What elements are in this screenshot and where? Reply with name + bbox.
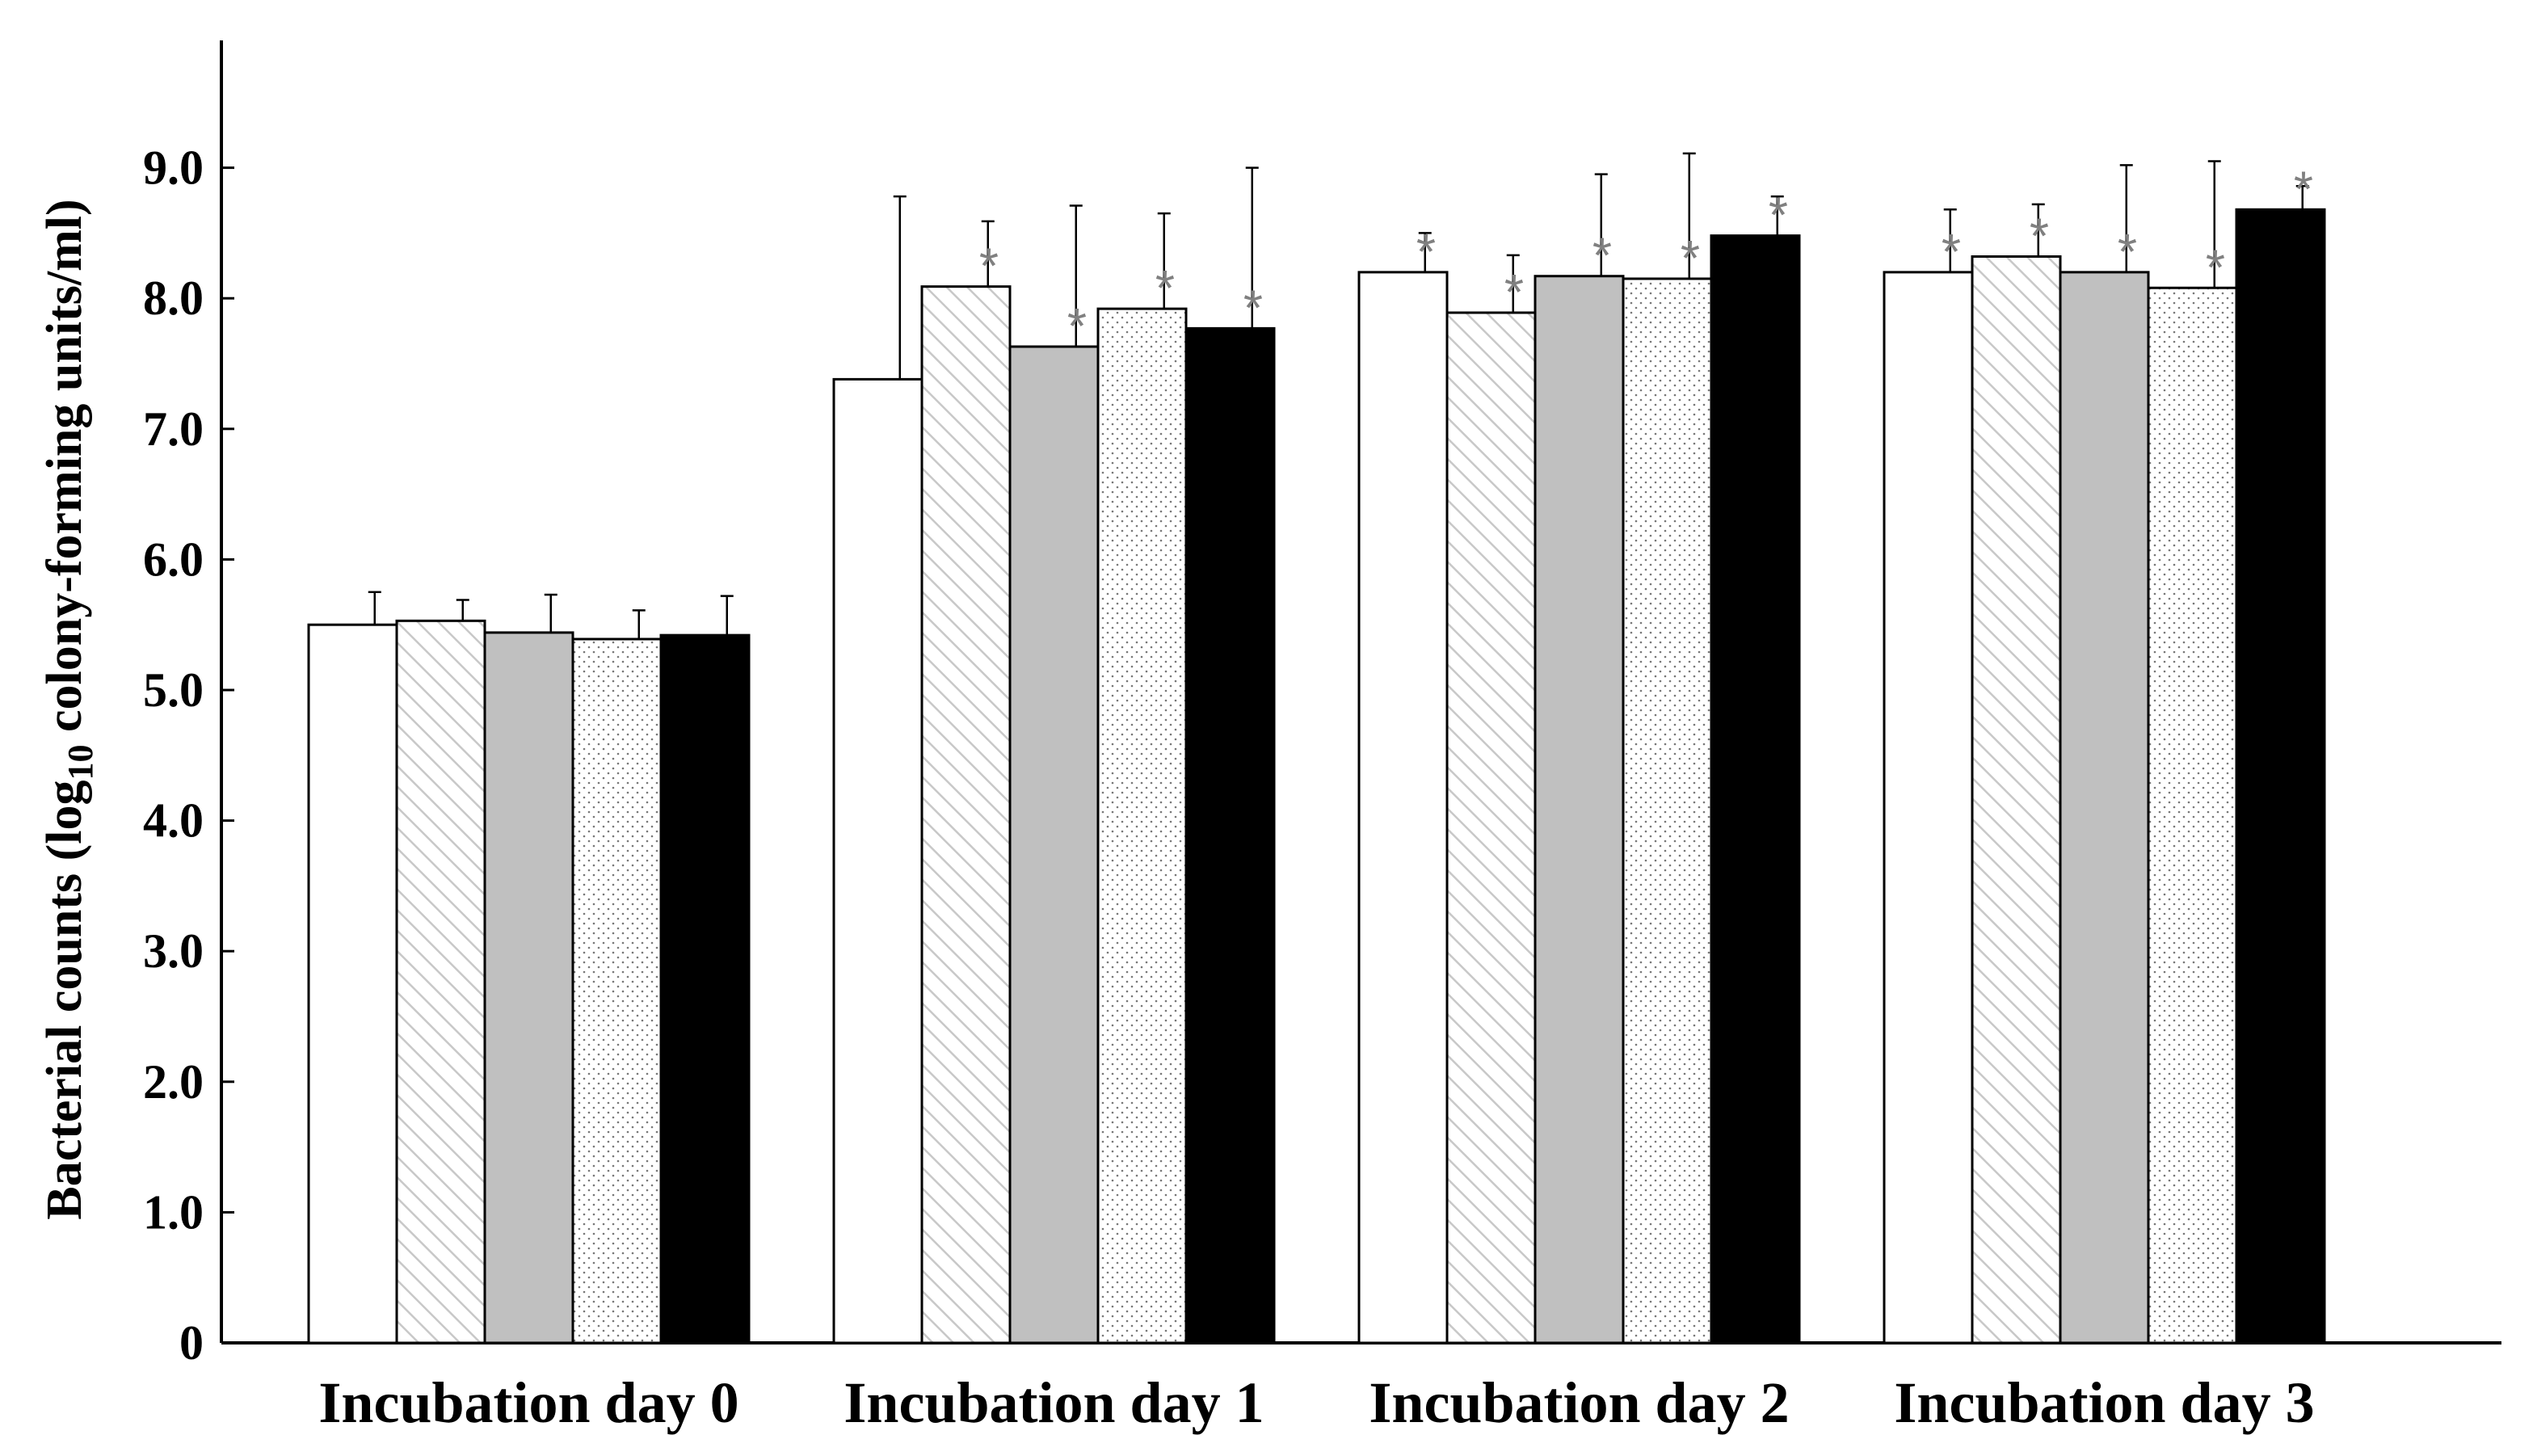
- bar-s1-g1: [832, 377, 924, 1344]
- bar-s5-g3: [2235, 208, 2326, 1344]
- y-tick-label-0: 0: [179, 1316, 204, 1370]
- bar-s1-g2: [1357, 271, 1449, 1344]
- y-tick-label-6: 6.0: [143, 532, 204, 586]
- x-category-label-2: Incubation day 2: [1369, 1370, 1789, 1435]
- x-category-label-0: Incubation day 0: [318, 1370, 738, 1435]
- y-axis-title-subscript: 10: [61, 744, 100, 780]
- significance-marker-s5-g3: *: [2294, 162, 2313, 217]
- significance-marker-s3-g3: *: [2118, 225, 2137, 280]
- bar-s3-g1: [1008, 345, 1100, 1344]
- significance-marker-s5-g2: *: [1769, 188, 1788, 244]
- y-tick-label-4: 4.0: [143, 794, 204, 848]
- bar-s2-g3: [1971, 255, 2062, 1344]
- bar-s4-g3: [2147, 286, 2238, 1344]
- x-category-label-3: Incubation day 3: [1894, 1370, 2314, 1435]
- y-tick-label-8: 8.0: [143, 271, 204, 325]
- y-axis-title: Bacterial counts (log10 colony-forming u…: [37, 199, 100, 1219]
- bar-s3-g3: [2059, 271, 2150, 1344]
- significance-marker-s3-g2: *: [1592, 229, 1612, 284]
- significance-marker-s2-g2: *: [1504, 265, 1524, 321]
- y-axis-title-main: Bacterial counts (log: [37, 780, 92, 1219]
- bar-s2-g2: [1445, 311, 1537, 1344]
- bar-s3-g2: [1534, 275, 1625, 1344]
- bar-s2-g1: [920, 285, 1012, 1344]
- significance-marker-s1-g2: *: [1416, 225, 1436, 280]
- y-axis: 0 1.0 2.0 3.0 4.0 5.0 6.0 7.0 8.0 9.0: [143, 40, 234, 1370]
- bar-s2-g0: [395, 619, 486, 1344]
- significance-marker-s1-g3: *: [1942, 225, 1961, 280]
- y-tick-label-7: 7.0: [143, 402, 204, 456]
- bars: * * * * * * * * * * * * * *: [307, 152, 2326, 1344]
- y-tick-label-2: 2.0: [143, 1055, 204, 1109]
- bar-s3-g0: [483, 631, 574, 1344]
- bar-s4-g2: [1622, 277, 1713, 1344]
- bar-s5-g2: [1710, 234, 1801, 1344]
- significance-marker-s3-g1: *: [1067, 299, 1087, 355]
- y-tick-label-5: 5.0: [143, 663, 204, 717]
- bar-s1-g0: [307, 623, 398, 1344]
- y-tick-label-1: 1.0: [143, 1185, 204, 1239]
- bar-s5-g1: [1184, 326, 1276, 1344]
- bar-s5-g0: [659, 633, 751, 1344]
- x-category-label-1: Incubation day 1: [844, 1370, 1264, 1435]
- significance-marker-s4-g1: *: [1155, 261, 1175, 317]
- significance-marker-s2-g1: *: [979, 239, 999, 295]
- significance-marker-s2-g3: *: [2030, 208, 2049, 264]
- significance-marker-s4-g2: *: [1681, 231, 1700, 287]
- significance-marker-s4-g3: *: [2206, 240, 2225, 296]
- bar-s1-g3: [1883, 271, 1974, 1344]
- y-tick-label-9: 9.0: [143, 141, 204, 195]
- y-tick-label-3: 3.0: [143, 924, 204, 978]
- bar-s4-g1: [1096, 307, 1188, 1344]
- x-axis: Incubation day 0 Incubation day 1 Incubati…: [221, 1341, 2501, 1435]
- significance-marker-s5-g1: *: [1243, 280, 1263, 336]
- bar-s4-g0: [571, 638, 663, 1344]
- y-axis-title-rest: colony-forming units/ml): [37, 199, 92, 744]
